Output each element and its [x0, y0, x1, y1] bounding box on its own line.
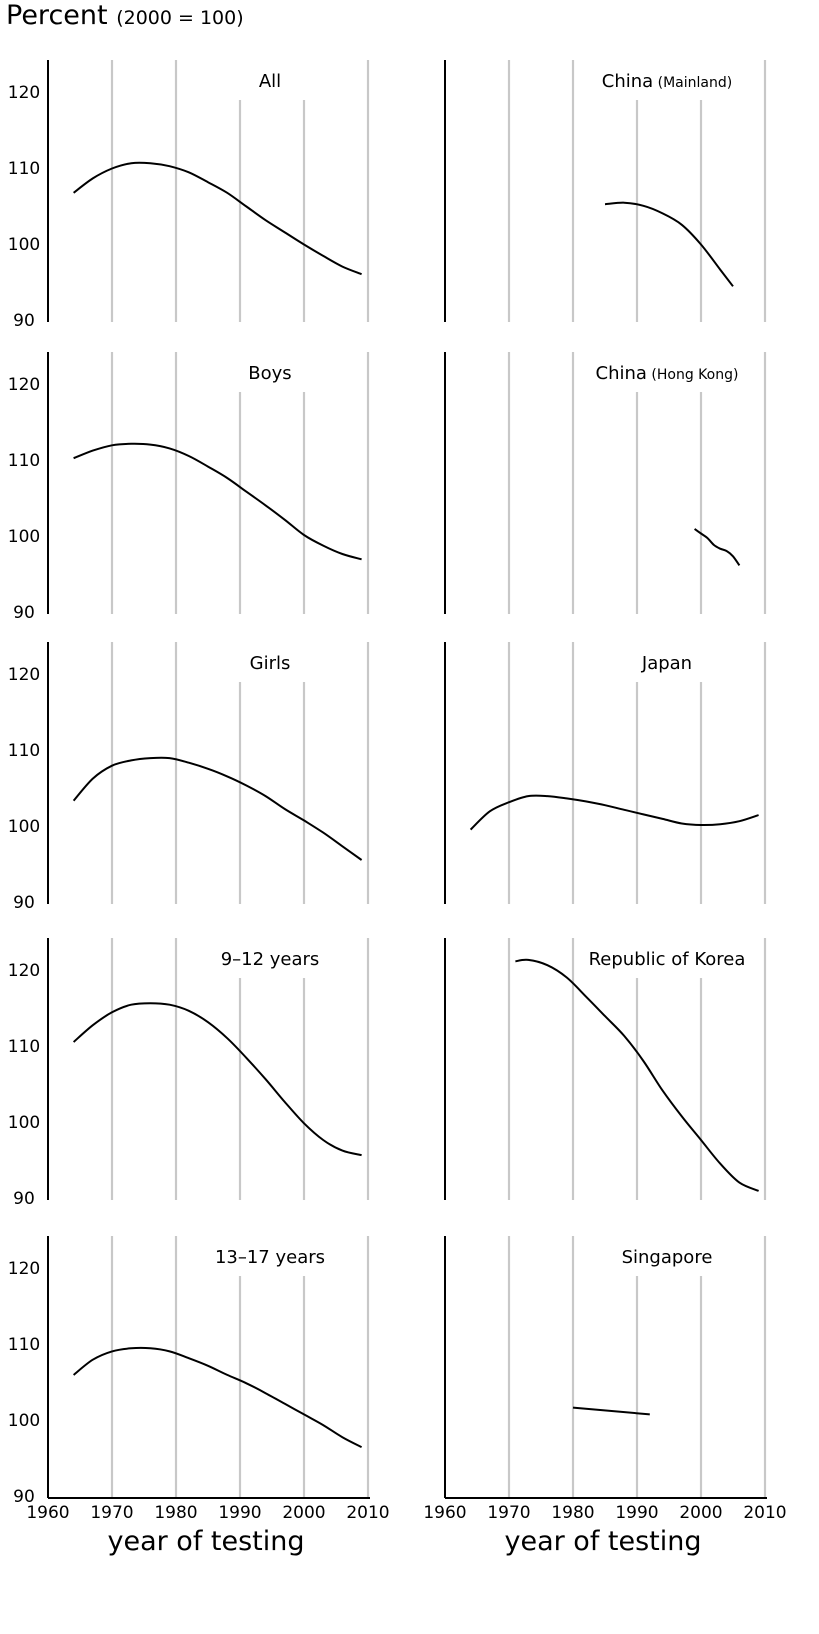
x-axis-label: year of testing	[107, 1526, 304, 1557]
panel-title-sub: (Mainland)	[653, 75, 732, 91]
series-line	[72, 161, 362, 276]
y-tick-label: 110	[8, 451, 40, 471]
panel-title: China (Hong Kong)	[596, 363, 739, 384]
panel-3: 90 100 110 120 Boys	[8, 352, 370, 623]
y-tick-label: 110	[8, 159, 40, 179]
panel-title-main: China	[602, 71, 653, 92]
y-tick-label: 110	[8, 741, 40, 761]
panel-title: 13–17 years	[215, 1247, 325, 1268]
panel-title-main: 9–12 years	[221, 949, 320, 970]
panel-title-main: Girls	[250, 653, 291, 674]
panel-10: 1960 1970 1980 1990 2000 2010 year of testing S…	[423, 1236, 787, 1557]
x-tick-label: 1990	[615, 1503, 658, 1523]
y-tick-label: 110	[8, 1037, 40, 1057]
series-line	[72, 756, 363, 861]
x-tick-label: 1990	[218, 1503, 261, 1523]
series-line	[72, 1002, 362, 1157]
panel-title: All	[259, 71, 281, 92]
panel-5: 90 100 110 120 Girls	[8, 642, 370, 913]
panel-6: Japan	[444, 642, 767, 904]
panel-title: China (Mainland)	[602, 71, 732, 92]
y-tick-label: 100	[8, 1113, 40, 1133]
panel-title: Boys	[248, 363, 291, 384]
panel-title-main: All	[259, 71, 281, 92]
panel-2: China (Mainland)	[444, 60, 767, 322]
panel-title-main: Singapore	[622, 1247, 713, 1268]
x-tick-label: 1970	[90, 1503, 133, 1523]
x-tick-label: 1970	[487, 1503, 530, 1523]
x-tick-label: 1960	[26, 1503, 69, 1523]
series-line	[694, 528, 741, 566]
series-line	[469, 794, 759, 831]
y-tick-label: 120	[8, 375, 40, 395]
series-line	[572, 1406, 650, 1416]
x-tick-label: 2010	[346, 1503, 389, 1523]
x-tick-label: 2000	[679, 1503, 722, 1523]
series-line	[73, 442, 362, 561]
page-title-subtitle: (2000 = 100)	[116, 7, 244, 29]
series-line	[72, 1346, 363, 1448]
panel-title-main: Republic of Korea	[589, 949, 746, 970]
y-tick-label: 90	[13, 893, 35, 913]
panel-title: Girls	[250, 653, 291, 674]
y-tick-label: 110	[8, 1335, 40, 1355]
y-tick-label: 90	[13, 311, 35, 331]
x-tick-label: 1980	[551, 1503, 594, 1523]
y-tick-label: 100	[8, 817, 40, 837]
panel-title: 9–12 years	[221, 949, 320, 970]
y-tick-label: 100	[8, 235, 40, 255]
y-tick-label: 120	[8, 83, 40, 103]
x-axis-label: year of testing	[504, 1526, 701, 1557]
panel-title: Japan	[641, 653, 692, 674]
series-line	[604, 201, 734, 287]
panel-title: Singapore	[622, 1247, 713, 1268]
panel-title: Republic of Korea	[589, 949, 746, 970]
y-tick-label: 90	[13, 1189, 35, 1209]
y-tick-label: 120	[8, 1259, 40, 1279]
y-tick-label: 100	[8, 1411, 40, 1431]
panel-9: 1960 1970 1980 1990 2000 2010 year of testing 9…	[8, 1236, 390, 1557]
y-tick-label: 90	[13, 603, 35, 623]
panel-8: Republic of Korea	[444, 938, 767, 1200]
panel-title-sub: (Hong Kong)	[647, 367, 739, 383]
panel-7: 90 100 110 120 9–12 years	[8, 938, 370, 1209]
x-tick-label: 2000	[282, 1503, 325, 1523]
panel-title-main: Boys	[248, 363, 291, 384]
y-tick-label: 90	[13, 1487, 35, 1507]
page-title-main: Percent	[6, 0, 108, 31]
x-tick-label: 1960	[423, 1503, 466, 1523]
x-tick-label: 2010	[743, 1503, 786, 1523]
panel-title-main: Japan	[641, 653, 692, 674]
series-line	[515, 958, 760, 1192]
y-tick-label: 100	[8, 527, 40, 547]
panel-title-main: China	[596, 363, 647, 384]
y-tick-label: 120	[8, 665, 40, 685]
x-tick-label: 1980	[154, 1503, 197, 1523]
panel-4: China (Hong Kong)	[444, 352, 767, 614]
panel-title-main: 13–17 years	[215, 1247, 325, 1268]
page-title: Percent (2000 = 100)	[6, 0, 244, 31]
y-tick-label: 120	[8, 961, 40, 981]
panel-1: 90 100 110 120 All	[8, 60, 370, 331]
